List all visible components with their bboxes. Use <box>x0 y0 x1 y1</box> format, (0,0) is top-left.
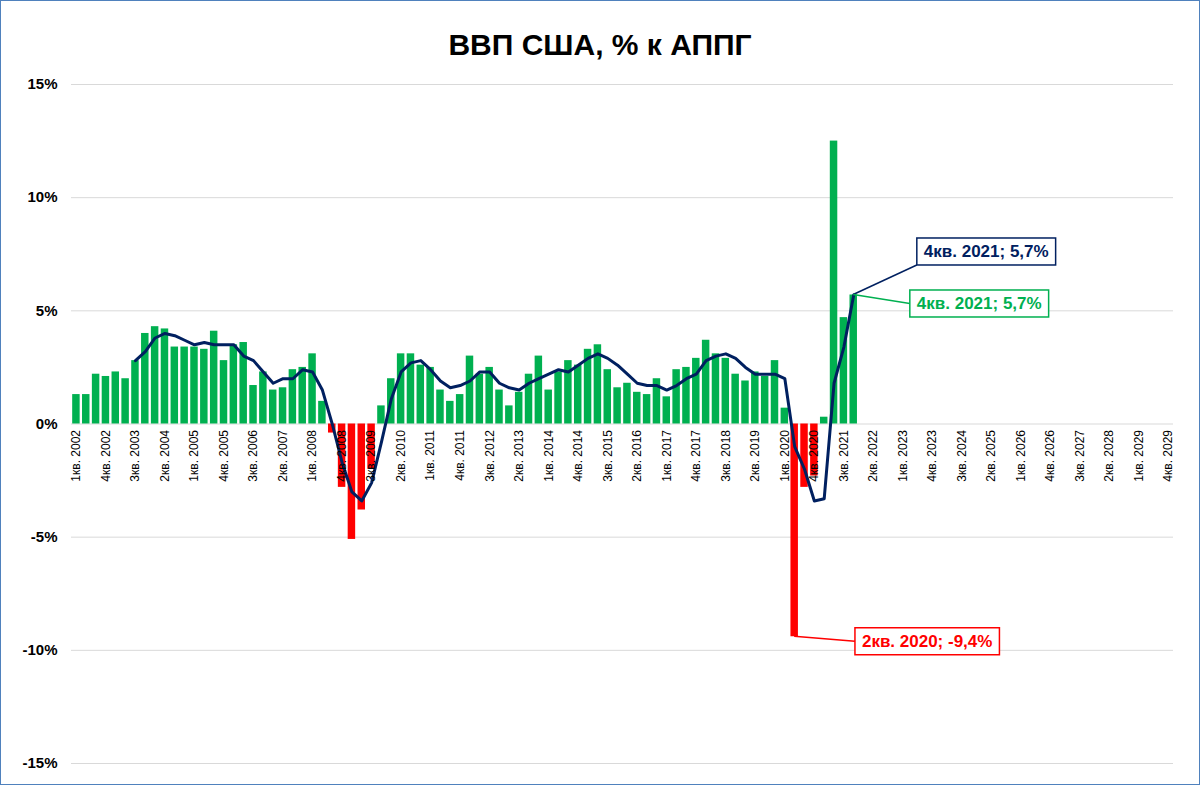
svg-text:2кв. 2004: 2кв. 2004 <box>158 430 172 482</box>
svg-text:1кв. 2005: 1кв. 2005 <box>187 430 201 482</box>
svg-text:0%: 0% <box>36 415 58 432</box>
svg-text:4кв. 2023: 4кв. 2023 <box>925 430 939 482</box>
svg-text:-5%: -5% <box>31 528 58 545</box>
svg-text:2кв. 2020; -9,4%: 2кв. 2020; -9,4% <box>862 632 992 651</box>
svg-text:-15%: -15% <box>22 754 57 771</box>
svg-text:1кв. 2011: 1кв. 2011 <box>423 430 437 481</box>
html-text:ВВП США, % к АППГ: ВВП США, % к АППГ <box>448 28 752 61</box>
svg-text:1кв. 2014: 1кв. 2014 <box>542 430 556 482</box>
svg-text:4кв. 2014: 4кв. 2014 <box>571 430 585 482</box>
svg-text:4кв. 2020: 4кв. 2020 <box>807 430 821 482</box>
svg-text:15%: 15% <box>27 75 57 92</box>
svg-text:3кв. 2015: 3кв. 2015 <box>601 430 615 482</box>
svg-text:3кв. 2027: 3кв. 2027 <box>1073 430 1087 482</box>
svg-text:1кв. 2020: 1кв. 2020 <box>778 430 792 482</box>
svg-text:3кв. 2006: 3кв. 2006 <box>246 430 260 482</box>
svg-text:2кв. 2025: 2кв. 2025 <box>984 430 998 482</box>
svg-text:2кв. 2013: 2кв. 2013 <box>512 430 526 482</box>
svg-text:2кв. 2019: 2кв. 2019 <box>748 430 762 482</box>
svg-text:4кв. 2005: 4кв. 2005 <box>217 430 231 482</box>
svg-text:5%: 5% <box>36 302 58 319</box>
svg-text:3кв. 2012: 3кв. 2012 <box>483 430 497 482</box>
svg-text:4кв. 2021; 5,7%: 4кв. 2021; 5,7% <box>924 242 1049 261</box>
svg-text:2кв. 2028: 2кв. 2028 <box>1102 430 1116 482</box>
svg-text:3кв. 2018: 3кв. 2018 <box>719 430 733 482</box>
svg-text:10%: 10% <box>27 188 57 205</box>
svg-text:3кв. 2009: 3кв. 2009 <box>364 430 378 482</box>
svg-text:-10%: -10% <box>22 641 57 658</box>
svg-text:1кв. 2002: 1кв. 2002 <box>69 430 83 482</box>
svg-text:4кв. 2029: 4кв. 2029 <box>1161 430 1175 482</box>
svg-text:1кв. 2017: 1кв. 2017 <box>660 430 674 482</box>
svg-text:4кв. 2017: 4кв. 2017 <box>689 430 703 482</box>
svg-text:4кв. 2002: 4кв. 2002 <box>99 430 113 482</box>
svg-text:2кв. 2016: 2кв. 2016 <box>630 430 644 482</box>
svg-text:2кв. 2010: 2кв. 2010 <box>394 430 408 482</box>
svg-text:1кв. 2029: 1кв. 2029 <box>1132 430 1146 482</box>
svg-text:3кв. 2003: 3кв. 2003 <box>128 430 142 482</box>
svg-text:3кв. 2024: 3кв. 2024 <box>955 430 969 482</box>
svg-text:4кв. 2008: 4кв. 2008 <box>335 430 349 482</box>
svg-text:1кв. 2023: 1кв. 2023 <box>896 430 910 482</box>
svg-text:3кв. 2021: 3кв. 2021 <box>837 430 851 482</box>
svg-text:1кв. 2026: 1кв. 2026 <box>1014 430 1028 482</box>
svg-text:1кв. 2008: 1кв. 2008 <box>305 430 319 482</box>
svg-text:4кв. 2011: 4кв. 2011 <box>453 430 467 481</box>
svg-text:4кв. 2021; 5,7%: 4кв. 2021; 5,7% <box>917 294 1042 313</box>
svg-text:2кв. 2007: 2кв. 2007 <box>276 430 290 482</box>
svg-text:2кв. 2022: 2кв. 2022 <box>866 430 880 482</box>
svg-text:4кв. 2026: 4кв. 2026 <box>1043 430 1057 482</box>
